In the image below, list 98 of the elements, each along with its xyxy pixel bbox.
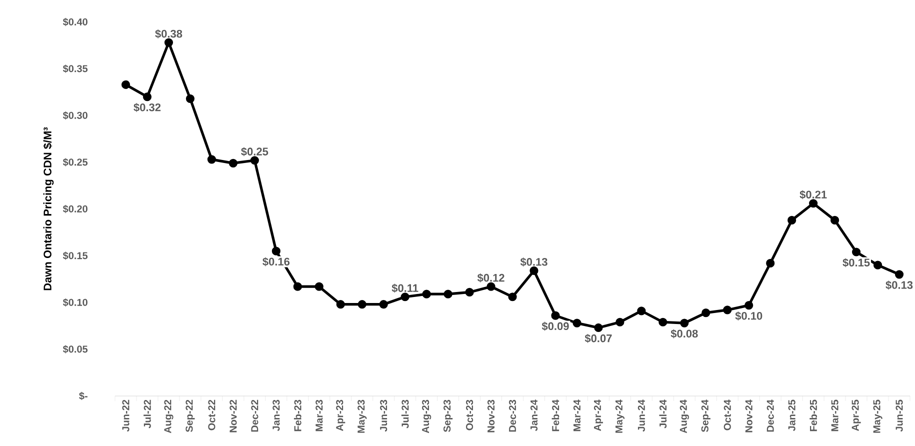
point [530,266,538,275]
y-tick-label: $0.40 [62,18,88,26]
x-tick-label: Aug-22 [164,400,174,434]
point [186,94,195,103]
point [894,270,904,279]
x-tick-label: Jun-22 [122,400,130,432]
x-tick-label: Feb-24 [552,400,560,432]
data-label: $0.10 [735,312,762,320]
point [572,318,582,328]
point [852,248,861,256]
point [293,282,302,291]
point [788,216,796,225]
x-tick-label: Nov-23 [487,400,495,432]
x-tick-label: Sep-22 [186,400,195,432]
x-tick-label: May-24 [615,400,624,433]
x-tick-label: Sep-24 [701,400,710,432]
x-tick-label: Oct-23 [466,400,474,430]
x-tick-label: Dec-22 [251,400,258,432]
y-tick-label: $0.35 [62,64,88,73]
y-tick-label: $0.30 [62,111,88,120]
data-label: $0.25 [241,147,268,156]
point [164,38,174,47]
x-tick-label: Feb-25 [810,400,817,432]
point [723,306,732,314]
y-tick-label: $0.15 [62,252,88,260]
data-label: $0.09 [542,322,569,331]
y-tick-label: $0.10 [62,298,88,307]
y-tick-label: $0.05 [62,345,88,354]
point [272,246,280,256]
x-tick-label: Nov-24 [745,400,752,432]
point [422,290,431,298]
point [465,288,474,297]
x-tick-label: May-23 [358,400,367,433]
x-tick-label: Sep-23 [444,400,453,432]
point [766,258,775,268]
point [508,292,517,302]
point [616,318,624,326]
x-tick-label: Mar-25 [831,400,838,432]
point [336,300,345,309]
y-tick-label: $0.20 [62,204,88,214]
data-label: $0.38 [155,29,182,38]
point [444,290,452,298]
point [680,318,689,328]
point [637,306,646,316]
data-label: $0.11 [392,284,418,293]
x-tick-label: Jul-22 [144,400,151,428]
point [207,155,216,164]
point [702,308,710,318]
x-tick-label: Aug-23 [422,400,432,434]
x-tick-label: Dec-24 [766,400,774,432]
x-tick-label: Apr-24 [594,400,603,431]
point [830,216,840,225]
point [658,318,668,326]
x-tick-label: Jun-23 [380,400,388,432]
data-label: $0.21 [800,190,827,200]
data-label: $0.13 [520,258,548,266]
point [744,300,754,310]
x-tick-label: Mar-23 [316,400,323,432]
x-tick-label: Jun-24 [638,400,645,432]
point [400,292,410,302]
point [358,300,366,309]
x-tick-label: Jul-23 [401,400,409,428]
x-tick-label: May-25 [873,400,882,433]
point [486,282,496,291]
point [228,158,238,168]
x-tick-label: Mar-24 [573,400,580,432]
x-tick-label: Jul-24 [659,400,667,428]
y-axis-title: Dawn Ontario Pricing CDN $/M³ [43,127,54,290]
x-tick-label: Oct-24 [724,400,731,430]
data-label: $0.13 [886,280,913,290]
x-tick-label: Feb-23 [294,400,302,432]
data-label: $0.32 [134,103,161,112]
point [551,311,560,320]
point [142,92,152,102]
x-tick-label: Dec-23 [508,400,516,432]
data-label: $0.12 [477,273,504,282]
data-label: $0.16 [262,257,290,266]
x-tick-label: Jun-25 [896,400,903,432]
point [250,156,259,165]
data-label: $0.08 [670,329,698,338]
x-tick-label: Apr-25 [852,400,861,431]
x-tick-label: Apr-23 [336,400,346,431]
y-tick-label: $0.25 [62,158,88,166]
y-tick-label: $- [79,392,88,400]
data-label: $0.07 [584,334,612,343]
x-tick-label: Jan-24 [530,400,538,432]
x-tick-label: Jan-23 [272,400,280,432]
x-tick-label: Jan-25 [788,400,796,432]
point [379,300,388,309]
x-tick-label: Oct-22 [208,400,216,430]
point [594,323,603,332]
data-label: $0.15 [842,258,870,268]
x-tick-label: Nov-22 [230,400,237,432]
point [873,260,882,270]
point [121,80,130,89]
point [809,199,818,208]
x-tick-label: Aug-24 [680,400,689,434]
point [314,282,324,291]
